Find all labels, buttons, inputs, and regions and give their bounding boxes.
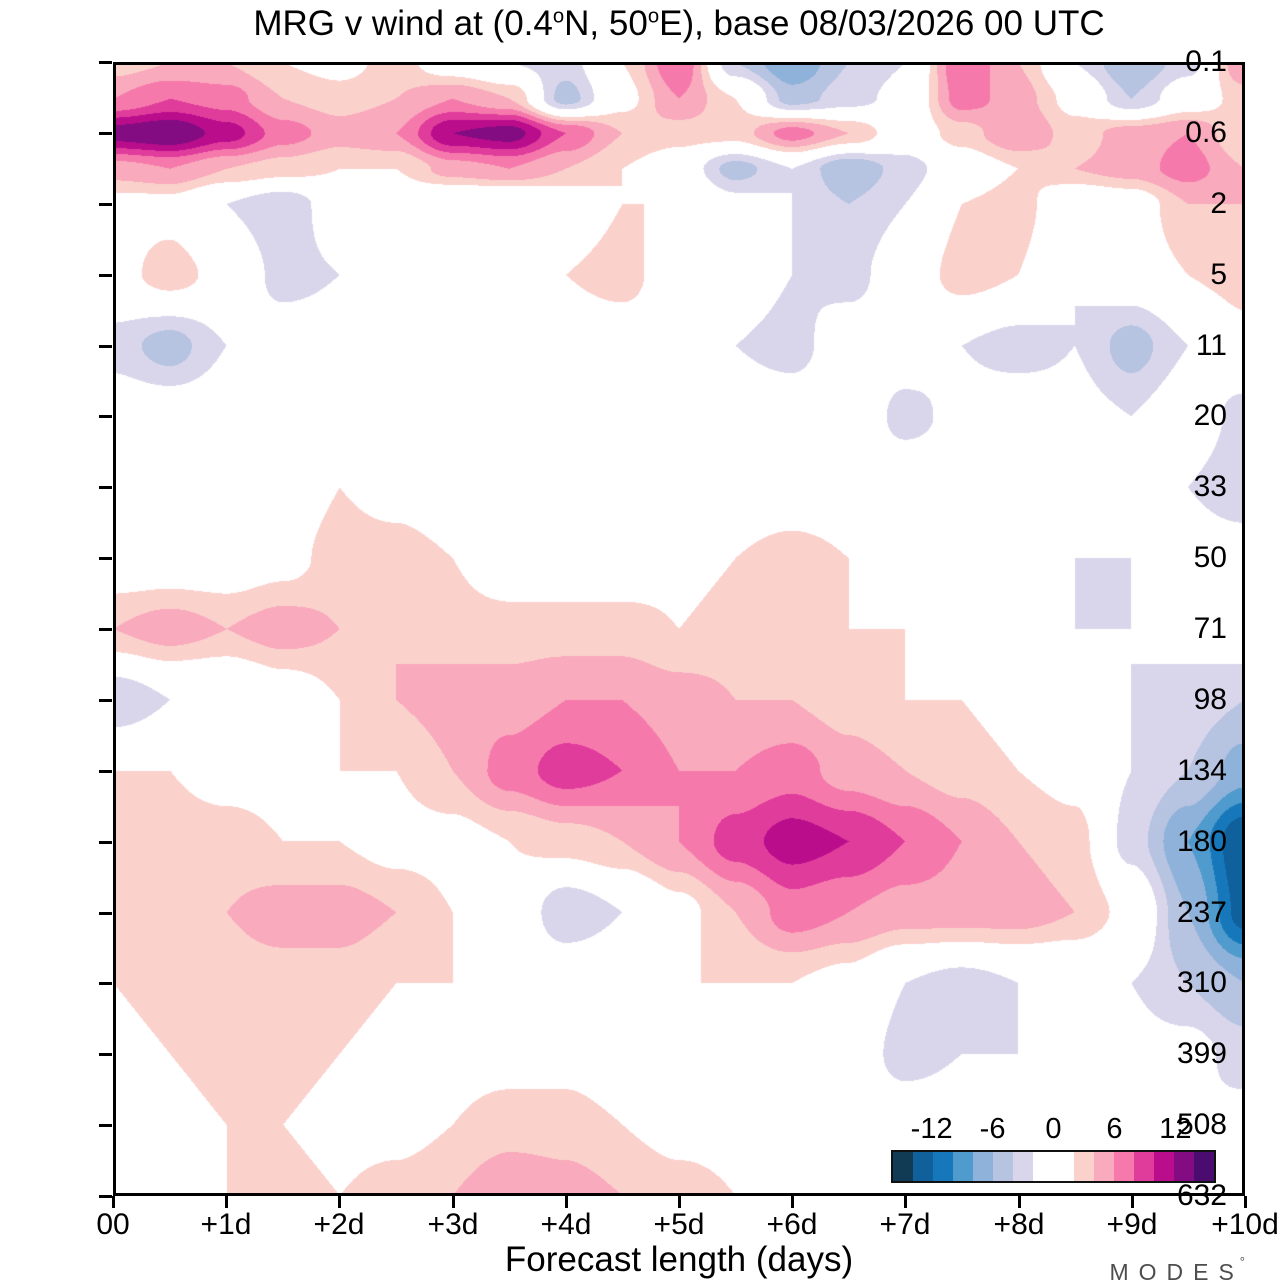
y-tick-mark bbox=[99, 203, 112, 206]
colorbar-segment bbox=[913, 1152, 934, 1181]
colorbar-segment bbox=[953, 1152, 974, 1181]
x-tick-label: +5d bbox=[653, 1208, 705, 1241]
chart-title-part: N, 50 bbox=[564, 4, 648, 43]
x-tick-label: +10d bbox=[1211, 1208, 1279, 1241]
x-tick-mark bbox=[904, 1196, 907, 1208]
chart-title: MRG v wind at (0.4oN, 50oE), base 08/03/… bbox=[113, 4, 1245, 44]
y-tick-label: 5 bbox=[1210, 258, 1227, 291]
colorbar-tick-label: 12 bbox=[1159, 1113, 1192, 1145]
x-tick-label: +2d bbox=[313, 1208, 365, 1241]
colorbar-segment bbox=[973, 1152, 994, 1181]
y-tick-mark bbox=[99, 1124, 112, 1127]
colorbar-segment bbox=[1013, 1152, 1034, 1181]
x-tick-label: +3d bbox=[427, 1208, 479, 1241]
modes-logo: MODES° bbox=[1109, 1254, 1245, 1286]
y-tick-label: 50 bbox=[1193, 541, 1227, 574]
x-tick-mark bbox=[225, 1196, 228, 1208]
x-tick-label: 00 bbox=[96, 1208, 130, 1241]
y-tick-mark bbox=[99, 982, 112, 985]
x-tick-mark bbox=[1018, 1196, 1021, 1208]
x-tick-label: +6d bbox=[766, 1208, 818, 1241]
y-tick-mark bbox=[99, 274, 112, 277]
chart-title-part: E), base 08/03/2026 00 UTC bbox=[659, 4, 1105, 43]
x-tick-mark bbox=[112, 1196, 115, 1208]
modes-logo-mark: ° bbox=[1239, 1254, 1245, 1269]
y-tick-label: 20 bbox=[1193, 399, 1227, 432]
colorbar-segment bbox=[993, 1152, 1014, 1181]
x-tick-label: +1d bbox=[200, 1208, 252, 1241]
y-tick-label: 180 bbox=[1176, 825, 1227, 858]
y-tick-mark bbox=[99, 415, 112, 418]
y-tick-label: 71 bbox=[1193, 612, 1227, 645]
x-tick-label: +4d bbox=[540, 1208, 592, 1241]
y-tick-label: 237 bbox=[1176, 896, 1227, 929]
modes-logo-text: MODES bbox=[1109, 1259, 1244, 1285]
y-tick-mark bbox=[99, 345, 112, 348]
y-tick-label: 2 bbox=[1210, 187, 1227, 220]
colorbar-segment bbox=[1153, 1152, 1174, 1181]
x-tick-label: +9d bbox=[1106, 1208, 1158, 1241]
degree-symbol: o bbox=[552, 5, 565, 28]
colorbar-segment bbox=[1133, 1152, 1154, 1181]
y-tick-mark bbox=[99, 557, 112, 560]
degree-symbol: o bbox=[647, 5, 660, 28]
colorbar-segment bbox=[1113, 1152, 1134, 1181]
x-tick-label: +8d bbox=[993, 1208, 1045, 1241]
x-tick-mark bbox=[565, 1196, 568, 1208]
y-tick-mark bbox=[99, 912, 112, 915]
colorbar-segment bbox=[1173, 1152, 1194, 1181]
y-tick-mark bbox=[99, 699, 112, 702]
contour-field-canvas bbox=[113, 62, 1245, 1196]
y-tick-label: 98 bbox=[1193, 683, 1227, 716]
y-tick-label: 33 bbox=[1193, 470, 1227, 503]
y-tick-mark bbox=[99, 61, 112, 64]
y-tick-mark bbox=[99, 132, 112, 135]
x-tick-mark bbox=[1244, 1196, 1247, 1208]
y-tick-label: 0.6 bbox=[1185, 116, 1227, 149]
colorbar-segment bbox=[1073, 1152, 1094, 1181]
y-tick-label: 632 bbox=[1176, 1179, 1227, 1212]
y-tick-mark bbox=[99, 628, 112, 631]
y-tick-label: 0.1 bbox=[1185, 45, 1227, 78]
y-tick-mark bbox=[99, 486, 112, 489]
y-tick-mark bbox=[99, 1053, 112, 1056]
colorbar-tick-label: 6 bbox=[1106, 1113, 1123, 1145]
y-tick-label: 134 bbox=[1176, 754, 1227, 787]
plot-area: 0.1 0.6 2 5 11 20 33 50 71 98 134 180 237 310 399 508 63… bbox=[96, 47, 1278, 1280]
y-tick-mark bbox=[99, 841, 112, 844]
y-tick-label: 310 bbox=[1176, 966, 1227, 999]
colorbar-segment bbox=[1033, 1152, 1074, 1181]
colorbar-tick-label: -12 bbox=[910, 1113, 953, 1145]
x-tick-label: +7d bbox=[879, 1208, 931, 1241]
colorbar-segment bbox=[1093, 1152, 1114, 1181]
colorbar bbox=[891, 1150, 1216, 1183]
chart-title-part: MRG v wind at (0.4 bbox=[253, 4, 553, 43]
y-tick-mark bbox=[99, 1195, 112, 1198]
x-tick-mark bbox=[791, 1196, 794, 1208]
colorbar-segment bbox=[893, 1152, 914, 1181]
colorbar-tick-label: 0 bbox=[1045, 1113, 1062, 1145]
colorbar-segment bbox=[1193, 1152, 1214, 1181]
x-axis-title: Forecast length (days) bbox=[504, 1240, 854, 1279]
colorbar-segment bbox=[933, 1152, 954, 1181]
y-tick-label: 508 bbox=[1176, 1108, 1227, 1141]
y-tick-mark bbox=[99, 770, 112, 773]
colorbar-tick-label: -6 bbox=[979, 1113, 1006, 1145]
x-tick-mark bbox=[452, 1196, 455, 1208]
x-tick-mark bbox=[1131, 1196, 1134, 1208]
y-tick-label: 11 bbox=[1195, 329, 1227, 362]
x-tick-mark bbox=[678, 1196, 681, 1208]
x-tick-mark bbox=[338, 1196, 341, 1208]
y-tick-label: 399 bbox=[1176, 1037, 1227, 1070]
